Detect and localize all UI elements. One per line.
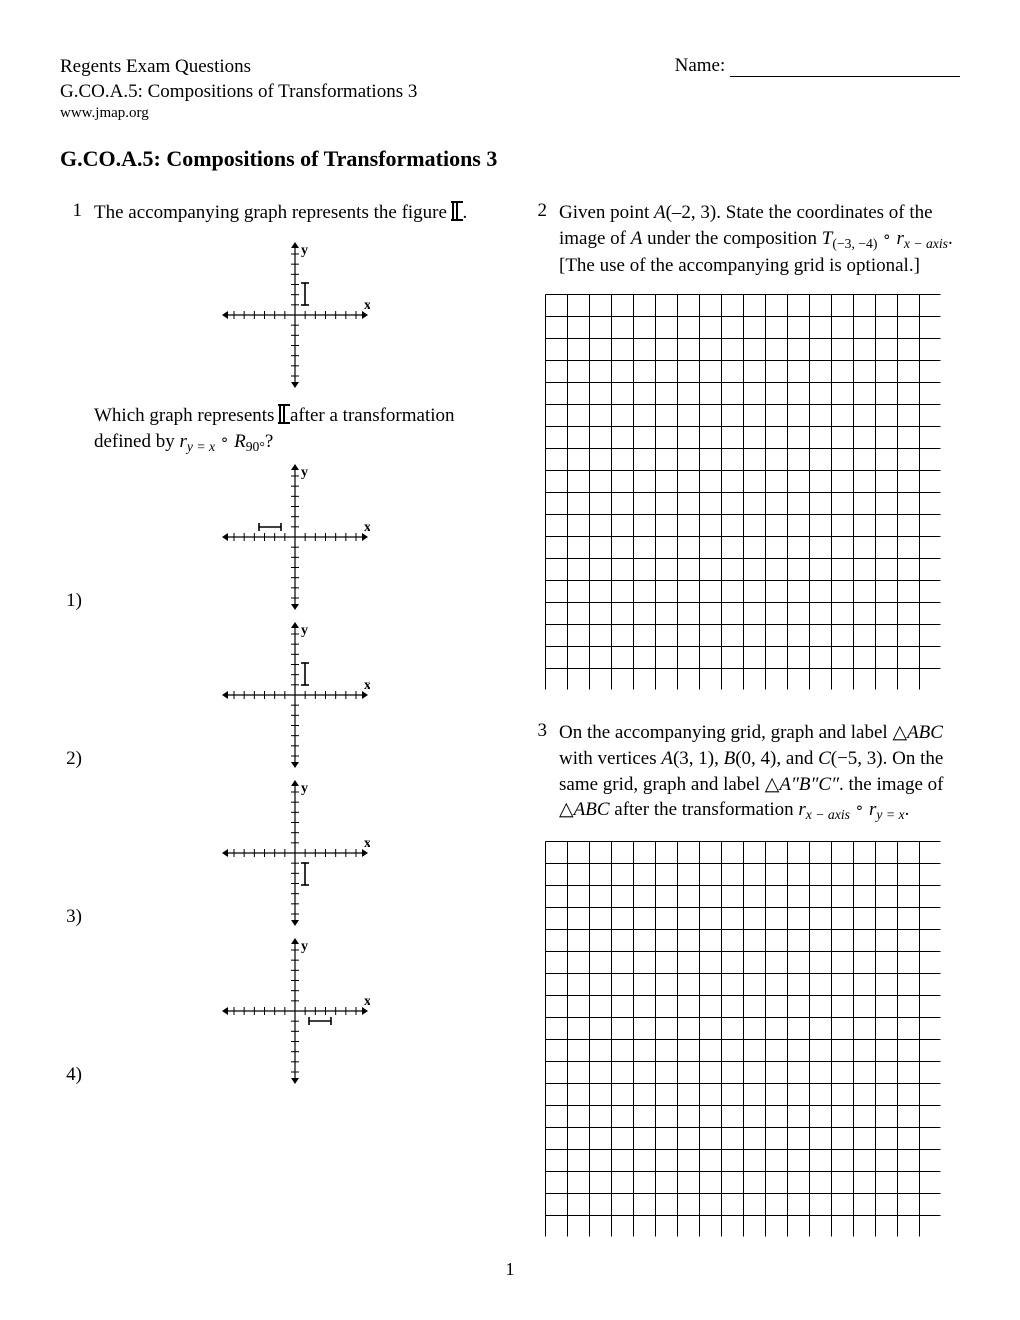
choice-3-label: 3) bbox=[60, 906, 94, 934]
svg-text:y: y bbox=[301, 243, 308, 258]
figure-I-icon bbox=[279, 405, 285, 423]
name-label: Name: bbox=[675, 55, 730, 76]
choice-3-graph: xy bbox=[220, 778, 370, 928]
svg-text:x: x bbox=[364, 520, 370, 535]
choice-2-graph: xy bbox=[220, 620, 370, 770]
q1-number: 1 bbox=[60, 200, 94, 456]
choice-1-label: 1) bbox=[60, 590, 94, 618]
choice-4-label: 4) bbox=[60, 1064, 94, 1092]
svg-text:x: x bbox=[364, 298, 370, 313]
page-number: 1 bbox=[0, 1259, 1020, 1280]
name-field: Name: bbox=[675, 55, 960, 124]
figure-I-icon bbox=[452, 202, 458, 220]
svg-text:y: y bbox=[301, 623, 308, 638]
choice-4-graph: xy bbox=[220, 936, 370, 1086]
q2-number: 2 bbox=[525, 200, 559, 279]
q3-body: On the accompanying grid, graph and labe… bbox=[559, 720, 960, 824]
svg-text:x: x bbox=[364, 678, 370, 693]
q3-number: 3 bbox=[525, 720, 559, 824]
q1-main-graph: xy bbox=[220, 240, 370, 390]
svg-text:y: y bbox=[301, 939, 308, 954]
svg-text:x: x bbox=[364, 994, 370, 1009]
q2-grid bbox=[545, 294, 941, 690]
q1-body: The accompanying graph represents the fi… bbox=[94, 200, 495, 456]
svg-text:y: y bbox=[301, 465, 308, 480]
q3-grid bbox=[545, 841, 941, 1237]
choice-2-label: 2) bbox=[60, 748, 94, 776]
section-title: G.CO.A.5: Compositions of Transformation… bbox=[60, 146, 960, 172]
svg-text:y: y bbox=[301, 781, 308, 796]
choice-1-graph: xy bbox=[220, 462, 370, 612]
header-title: Regents Exam Questions bbox=[60, 55, 417, 80]
svg-text:x: x bbox=[364, 836, 370, 851]
header-url: www.jmap.org bbox=[60, 104, 417, 124]
q2-body: Given point A(–2, 3). State the coordina… bbox=[559, 200, 960, 279]
header-standard: G.CO.A.5: Compositions of Transformation… bbox=[60, 80, 417, 105]
